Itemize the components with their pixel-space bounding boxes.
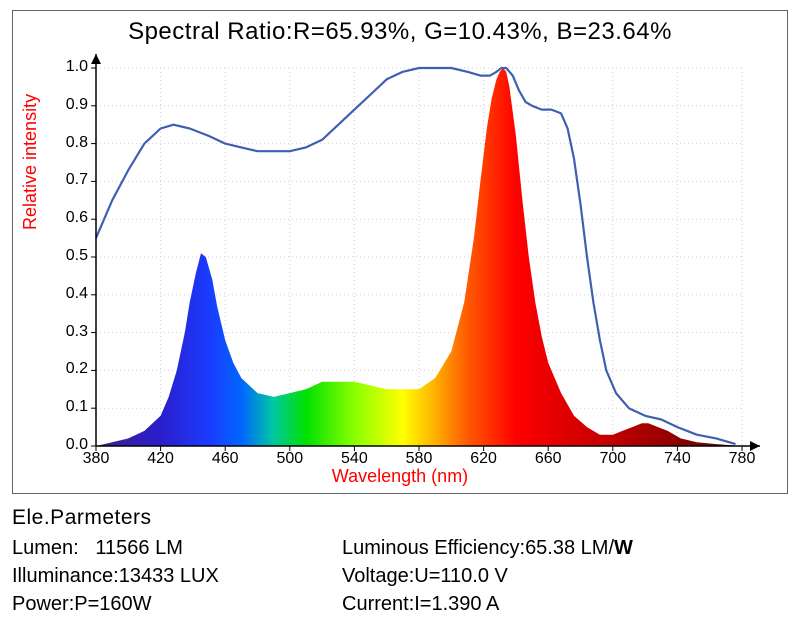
param-power: Power:P=160W bbox=[12, 590, 152, 618]
y-tick-label: 0.5 bbox=[40, 247, 88, 265]
param-current-label: Current: bbox=[342, 593, 414, 615]
x-tick-label: 700 bbox=[593, 450, 633, 468]
param-power-value: P=160W bbox=[74, 593, 151, 615]
chart-title: Spectral Ratio:R=65.93%, G=10.43%, B=23.… bbox=[0, 18, 800, 46]
x-tick-label: 460 bbox=[205, 450, 245, 468]
param-efficiency-label: Luminous Efficiency: bbox=[342, 537, 525, 559]
param-lumen-label: Lumen: bbox=[12, 537, 79, 559]
param-lumen-value: 11566 LM bbox=[95, 537, 182, 559]
x-tick-label: 740 bbox=[657, 450, 697, 468]
y-tick-label: 0.6 bbox=[40, 209, 88, 227]
x-tick-label: 660 bbox=[528, 450, 568, 468]
param-efficiency-value-a: 65.38 LM/ bbox=[525, 537, 614, 559]
x-tick-label: 500 bbox=[270, 450, 310, 468]
param-voltage-label: Voltage: bbox=[342, 565, 414, 587]
param-current-value: I=1.390 A bbox=[414, 593, 499, 615]
param-voltage: Voltage:U=110.0 V bbox=[342, 562, 508, 590]
x-tick-label: 540 bbox=[334, 450, 374, 468]
x-tick-label: 620 bbox=[464, 450, 504, 468]
y-axis-label: Relative intensity bbox=[20, 94, 41, 230]
y-tick-label: 0.9 bbox=[40, 96, 88, 114]
y-tick-label: 0.2 bbox=[40, 360, 88, 378]
x-axis-label: Wavelength (nm) bbox=[0, 466, 800, 487]
y-tick-label: 0.4 bbox=[40, 285, 88, 303]
y-tick-label: 0.3 bbox=[40, 323, 88, 341]
spectral-chart bbox=[96, 68, 742, 446]
param-illuminance-value: 13433 LUX bbox=[119, 565, 219, 587]
y-tick-label: 0.7 bbox=[40, 171, 88, 189]
param-illuminance: Illuminance:13433 LUX bbox=[12, 562, 219, 590]
param-efficiency: Luminous Efficiency:65.38 LM/W bbox=[342, 534, 633, 562]
param-current: Current:I=1.390 A bbox=[342, 590, 499, 618]
x-tick-label: 380 bbox=[76, 450, 116, 468]
electrical-parameters: Ele.Parmeters Lumen: 11566 LM Luminous E… bbox=[12, 504, 788, 532]
y-tick-label: 0.8 bbox=[40, 134, 88, 152]
y-tick-label: 0.1 bbox=[40, 398, 88, 416]
x-tick-label: 580 bbox=[399, 450, 439, 468]
param-power-label: Power: bbox=[12, 593, 74, 615]
y-tick-label: 1.0 bbox=[40, 58, 88, 76]
x-tick-label: 420 bbox=[141, 450, 181, 468]
param-voltage-value: U=110.0 V bbox=[414, 565, 508, 587]
params-header: Ele.Parmeters bbox=[12, 504, 788, 532]
param-lumen: Lumen: 11566 LM bbox=[12, 534, 183, 562]
param-efficiency-value-b: W bbox=[614, 537, 633, 559]
param-illuminance-label: Illuminance: bbox=[12, 565, 119, 587]
x-tick-label: 780 bbox=[722, 450, 762, 468]
